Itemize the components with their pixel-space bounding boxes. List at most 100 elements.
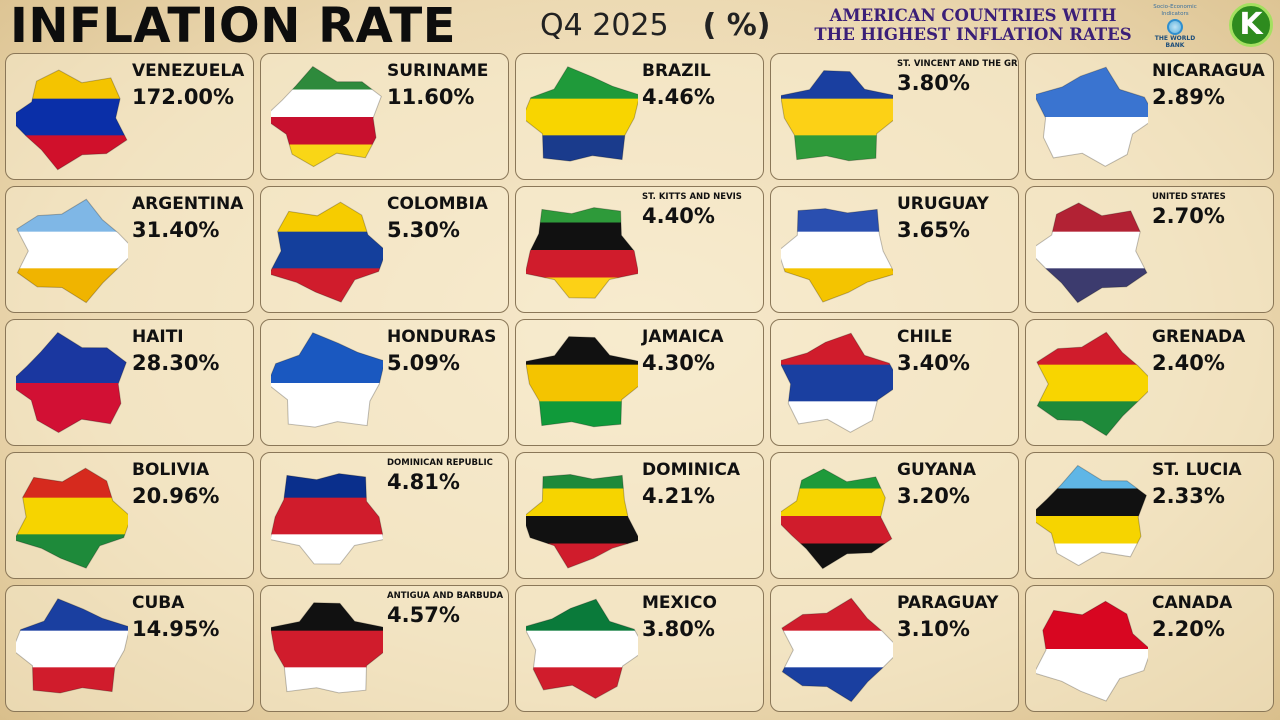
flag-map-icon: [781, 594, 893, 704]
inflation-rate: 2.89%: [1152, 85, 1225, 109]
flag-stripe: [271, 117, 382, 145]
country-name: VENEZUELA: [132, 61, 245, 81]
flag-stripe: [16, 70, 127, 100]
country-card: GRENADA 2.40%: [1025, 319, 1274, 446]
flag-map-icon: [781, 328, 893, 438]
country-name: GUYANA: [897, 460, 976, 480]
flag-stripe: [1036, 465, 1147, 489]
flag-stripe: [526, 207, 638, 223]
country-name: COLOMBIA: [387, 194, 488, 214]
flag-map-icon: [1036, 62, 1148, 172]
country-card: HAITI 28.30%: [5, 319, 254, 446]
flag-stripe: [1036, 601, 1148, 650]
country-name: ANTIGUA AND BARBUDA: [387, 591, 504, 601]
inflation-rate: 2.40%: [1152, 351, 1225, 375]
flag-stripe: [781, 268, 893, 303]
flag-stripe: [1036, 268, 1147, 303]
flag-map-icon: [526, 195, 638, 305]
flag-stripe: [526, 516, 638, 544]
flag-map-icon: [271, 62, 383, 172]
country-card: ANTIGUA AND BARBUDA 4.57%: [260, 585, 509, 712]
world-bank-logo: Socio-Economic Indicators THE WORLD BANK: [1146, 4, 1204, 48]
flag-stripe: [526, 543, 638, 568]
flag-stripe: [526, 401, 638, 427]
country-card: NICARAGUA 2.89%: [1025, 53, 1274, 180]
flag-stripe: [16, 135, 127, 170]
country-name: HONDURAS: [387, 327, 497, 347]
flag-map-icon: [1036, 328, 1148, 438]
flag-map-icon: [526, 328, 638, 438]
inflation-rate: 172.00%: [132, 85, 235, 109]
country-grid: VENEZUELA 172.00% SURINAME 11.60% BRAZIL 4.46…: [5, 53, 1275, 715]
country-card: DOMINICA 4.21%: [515, 452, 764, 579]
country-card: CHILE 3.40%: [770, 319, 1019, 446]
flag-map-icon: [781, 461, 893, 571]
country-name: CUBA: [132, 593, 185, 613]
flag-stripe: [781, 543, 892, 569]
flag-stripe: [526, 222, 638, 251]
inflation-rate: 4.40%: [642, 204, 715, 228]
flag-map-icon: [16, 461, 128, 571]
flag-map-icon: [781, 195, 893, 305]
flag-stripe: [781, 667, 893, 702]
flag-stripe: [1036, 401, 1148, 436]
inflation-rate: 5.09%: [387, 351, 460, 375]
flag-stripe: [16, 534, 128, 569]
flag-stripe: [1036, 231, 1147, 269]
country-card: ST. VINCENT AND THE GRENADINES 3.80%: [770, 53, 1019, 180]
flag-stripe: [16, 667, 128, 693]
page-title: INFLATION RATE: [10, 0, 457, 54]
inflation-rate: 5.30%: [387, 218, 460, 242]
inflation-rate: 3.10%: [897, 617, 970, 641]
flag-stripe: [526, 336, 638, 366]
inflation-rate: 4.46%: [642, 85, 715, 109]
channel-logo: K: [1229, 3, 1273, 47]
country-name: ARGENTINA: [132, 194, 244, 214]
flag-stripe: [271, 89, 382, 118]
country-name: BOLIVIA: [132, 460, 210, 480]
inflation-rate: 2.20%: [1152, 617, 1225, 641]
inflation-rate: 11.60%: [387, 85, 475, 109]
flag-stripe: [781, 333, 893, 366]
flag-stripe: [526, 277, 638, 299]
country-name: HAITI: [132, 327, 184, 347]
country-card: BRAZIL 4.46%: [515, 53, 764, 180]
country-card: ST. LUCIA 2.33%: [1025, 452, 1274, 579]
flag-stripe: [1036, 488, 1147, 517]
flag-stripe: [271, 667, 383, 693]
flag-stripe: [781, 208, 893, 233]
country-name: JAMAICA: [642, 327, 724, 347]
inflation-rate: 3.65%: [897, 218, 970, 242]
flag-map-icon: [271, 328, 383, 438]
flag-map-icon: [526, 62, 638, 172]
country-name: ST. LUCIA: [1152, 460, 1242, 480]
flag-map-icon: [271, 195, 383, 305]
country-card: URUGUAY 3.65%: [770, 186, 1019, 313]
country-card: COLOMBIA 5.30%: [260, 186, 509, 313]
flag-map-icon: [1036, 195, 1148, 305]
flag-map-icon: [526, 594, 638, 704]
flag-map-icon: [271, 461, 383, 571]
country-name: CHILE: [897, 327, 953, 347]
flag-stripe: [271, 473, 383, 499]
flag-stripe: [1036, 117, 1148, 167]
flag-stripe: [16, 383, 127, 433]
flag-stripe: [526, 474, 638, 489]
inflation-rate: 4.30%: [642, 351, 715, 375]
header: INFLATION RATE Q4 2025 ( %) AMERICAN COUN…: [0, 0, 1280, 54]
flag-stripe: [781, 70, 893, 100]
flag-map-icon: [526, 461, 638, 571]
flag-stripe: [271, 332, 383, 384]
flag-stripe: [781, 516, 892, 544]
logo-line1: Socio-Economic: [1153, 4, 1197, 10]
flag-map-icon: [16, 62, 128, 172]
country-card: SURINAME 11.60%: [260, 53, 509, 180]
flag-stripe: [781, 630, 893, 668]
flag-stripe: [271, 497, 383, 535]
country-name: PARAGUAY: [897, 593, 999, 613]
flag-stripe: [781, 468, 892, 489]
country-name: MEXICO: [642, 593, 717, 613]
country-card: VENEZUELA 172.00%: [5, 53, 254, 180]
flag-stripe: [16, 332, 127, 384]
flag-map-icon: [16, 195, 128, 305]
